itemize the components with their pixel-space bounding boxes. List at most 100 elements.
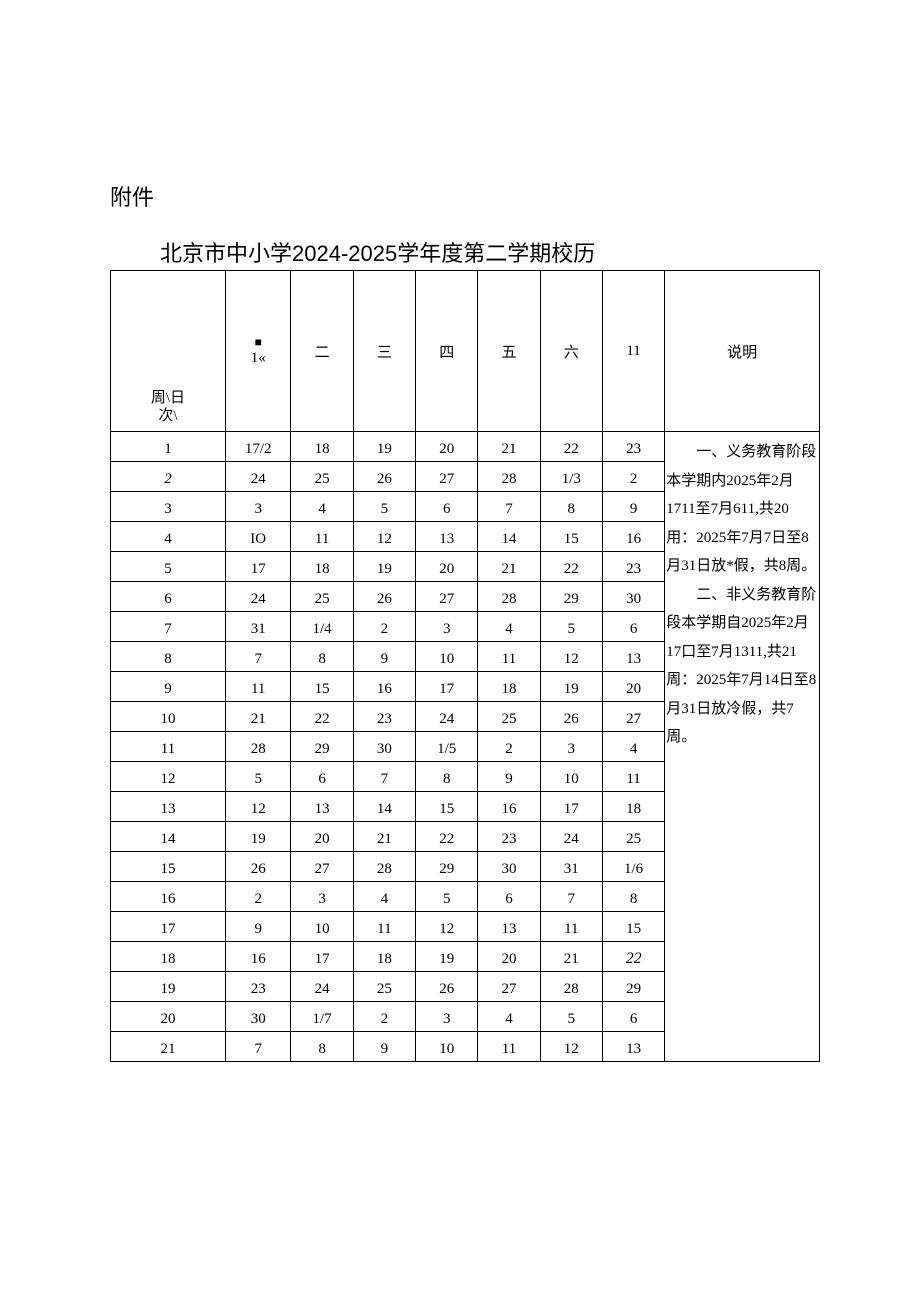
date-cell: 1/6 [602,852,664,882]
day-header-7: 11 [602,271,664,432]
day1-text: 1« [251,350,266,366]
week-number-cell: 5 [111,552,226,582]
date-cell: 21 [540,942,602,972]
date-cell: 13 [602,1032,664,1062]
week-number-cell: 6 [111,582,226,612]
week-number-cell: 12 [111,762,226,792]
date-cell: 27 [291,852,353,882]
date-cell: 6 [291,762,353,792]
date-cell: 10 [540,762,602,792]
corner-cell: 周\日次\ [111,271,226,432]
date-cell: 26 [540,702,602,732]
date-cell: 3 [291,882,353,912]
date-cell: 8 [291,642,353,672]
date-cell: 5 [540,612,602,642]
date-cell: 9 [478,762,540,792]
date-cell: 3 [225,492,291,522]
date-cell: 10 [416,642,478,672]
date-cell: 22 [291,702,353,732]
date-cell: 25 [478,702,540,732]
date-cell: 25 [602,822,664,852]
date-cell: 11 [602,762,664,792]
date-cell: 10 [416,1032,478,1062]
date-cell: 17 [540,792,602,822]
week-number-cell: 13 [111,792,226,822]
week-number-cell: 3 [111,492,226,522]
date-cell: 16 [602,522,664,552]
date-cell: 11 [291,522,353,552]
date-cell: 29 [602,972,664,1002]
date-cell: 6 [602,1002,664,1032]
date-cell: 9 [353,642,415,672]
date-cell: 25 [291,582,353,612]
date-cell: 24 [416,702,478,732]
week-number-cell: 17 [111,912,226,942]
date-cell: 13 [602,642,664,672]
day-header-2: 二 [291,271,353,432]
date-cell: 3 [416,612,478,642]
date-cell: 26 [353,462,415,492]
date-cell: 22 [540,552,602,582]
notes-paragraph-1: 一、义务教育阶段本学期内2025年2月1711至7月611,共20用：2025年… [666,438,818,581]
date-cell: 11 [353,912,415,942]
date-cell: 21 [478,552,540,582]
date-cell: 31 [540,852,602,882]
week-number-cell: 10 [111,702,226,732]
date-cell: 13 [416,522,478,552]
document-title: 北京市中小学2024-2025学年度第二学期校历 [110,236,820,268]
date-cell: 9 [353,1032,415,1062]
week-number-cell: 21 [111,1032,226,1062]
date-cell: 18 [291,432,353,462]
date-cell: 21 [478,432,540,462]
date-cell: 26 [416,972,478,1002]
date-cell: 24 [225,462,291,492]
week-number-cell: 16 [111,882,226,912]
date-cell: 18 [602,792,664,822]
date-cell: 21 [353,822,415,852]
date-cell: 15 [291,672,353,702]
corner-line2: 次\ [158,408,177,424]
date-cell: 7 [540,882,602,912]
date-cell: 25 [353,972,415,1002]
date-cell: 28 [478,582,540,612]
date-cell: 30 [225,1002,291,1032]
date-cell: 8 [416,762,478,792]
date-cell: 29 [291,732,353,762]
date-cell: 16 [478,792,540,822]
date-cell: 28 [478,462,540,492]
date-cell: 16 [225,942,291,972]
date-cell: 20 [291,822,353,852]
date-cell: 15 [540,522,602,552]
date-cell: 6 [602,612,664,642]
date-cell: 8 [291,1032,353,1062]
date-cell: 29 [540,582,602,612]
week-number-cell: 8 [111,642,226,672]
date-cell: 5 [540,1002,602,1032]
date-cell: 27 [416,462,478,492]
date-cell: 19 [353,552,415,582]
date-cell: 29 [416,852,478,882]
week-number-cell: 4 [111,522,226,552]
attachment-label: 附件 [110,180,820,212]
date-cell: 2 [478,732,540,762]
date-cell: 23 [478,822,540,852]
date-cell: 14 [478,522,540,552]
date-cell: 18 [353,942,415,972]
date-cell: 12 [540,1032,602,1062]
date-cell: 17 [291,942,353,972]
date-cell: 1/5 [416,732,478,762]
date-cell: 4 [478,612,540,642]
week-number-cell: 1 [111,432,226,462]
date-cell: 3 [416,1002,478,1032]
corner-line1: 周\日 [151,390,185,406]
date-cell: 3 [540,732,602,762]
date-cell: 13 [478,912,540,942]
date-cell: 20 [416,552,478,582]
date-cell: 23 [602,552,664,582]
week-number-cell: 14 [111,822,226,852]
date-cell: 7 [353,762,415,792]
date-cell: 4 [478,1002,540,1032]
date-cell: 2 [353,612,415,642]
date-cell: 28 [540,972,602,1002]
day1-marker: ■ [251,336,266,349]
